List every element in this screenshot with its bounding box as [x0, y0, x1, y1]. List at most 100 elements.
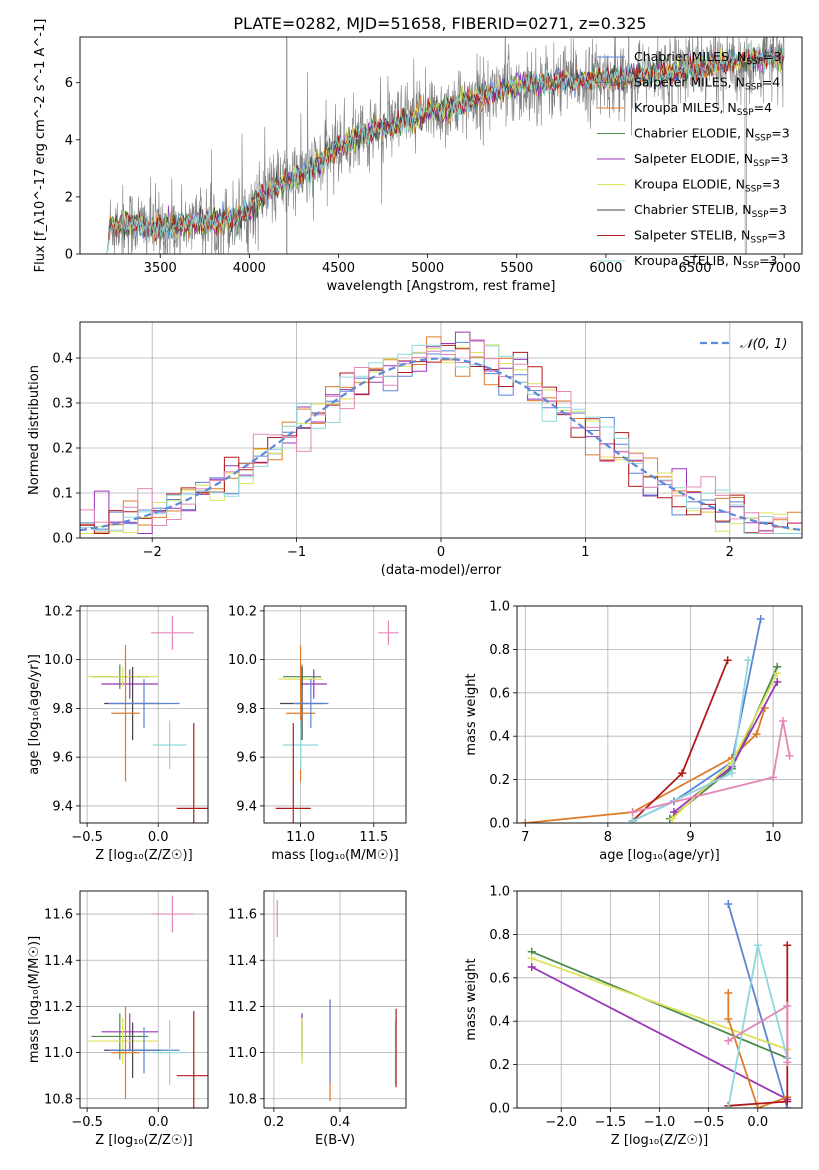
- weight-series-marker: [744, 656, 753, 665]
- plot-area: [87, 895, 208, 1108]
- y-tick-label: 0.3: [52, 397, 73, 412]
- y-tick-label: 0.0: [52, 532, 73, 547]
- x-tick-label: 0.2: [264, 1115, 285, 1130]
- plot-area: [80, 331, 802, 534]
- weight-series-marker: [527, 962, 536, 971]
- y-tick-label: 0.4: [489, 730, 510, 745]
- weight-series-marker: [628, 808, 637, 817]
- weight-series-marker: [783, 941, 792, 950]
- chart-mass-weight-vs-Z: −2.0 −1.5 −1.0 −0.5 0.0 0.0 0.2 0.4 0.6 0.8 1.0 Z […: [464, 885, 803, 1148]
- y-tick-label: 9.8: [236, 702, 257, 717]
- y-tick-label: 0.2: [489, 1058, 510, 1073]
- weight-series-marker: [724, 1104, 733, 1108]
- x-axis-label: wavelength [Angstrom, rest frame]: [327, 279, 556, 294]
- y-tick-label: 10.8: [228, 1092, 257, 1107]
- weight-series-line: [531, 950, 788, 1059]
- y-tick-label: 6: [65, 76, 73, 91]
- weight-series-marker: [724, 988, 733, 997]
- y-tick-label: 11.2: [228, 1000, 257, 1015]
- chart-mass-vs-Z: −0.5 0.0 10.8 11.0 11.2 11.4 11.6 Z [log₁₀(Z/Z☉…: [27, 890, 209, 1148]
- model-spectrum: [108, 49, 784, 242]
- weight-series-marker: [668, 814, 677, 823]
- y-tick-label: 11.6: [44, 908, 73, 923]
- y-tick-label: 4: [65, 133, 73, 148]
- weight-series-marker: [724, 1036, 733, 1045]
- weight-series-marker: [783, 1002, 792, 1011]
- y-tick-label: 11.6: [228, 908, 257, 923]
- y-tick-label: 0.0: [489, 817, 510, 832]
- x-tick-label: 2: [726, 545, 734, 560]
- y-tick-label: 1.0: [489, 885, 510, 900]
- weight-series-marker: [756, 615, 765, 624]
- weight-series-marker: [527, 954, 536, 963]
- y-tick-label: 0: [65, 248, 73, 263]
- weight-series-marker: [727, 769, 736, 778]
- weight-series-marker: [727, 758, 736, 767]
- weight-series-marker: [724, 1015, 733, 1024]
- legend-entry: Salpeter ELODIE, NSSP=3: [634, 151, 788, 169]
- x-tick-label: −1.0: [644, 1115, 676, 1130]
- legend-entry: Kroupa ELODIE, NSSP=3: [634, 177, 780, 195]
- chart-residuals: −2 −1 0 1 2 0.0 0.1 0.2 0.3 0.4 (data-model)/error…: [27, 321, 803, 578]
- plot-area: [275, 620, 399, 823]
- weight-series-marker: [678, 769, 687, 778]
- model-spectrum: [108, 44, 784, 252]
- x-tick-label: 9: [686, 830, 694, 845]
- plot-area: [87, 615, 208, 823]
- x-tick-label: 7000: [768, 261, 801, 276]
- y-tick-label: 10.2: [44, 604, 73, 619]
- chart-age-vs-Z: −0.5 0.0 9.4 9.6 9.8 10.0 10.2 Z [log₁₀(Z/Z☉)] a…: [27, 604, 209, 863]
- axes-frame: [79, 890, 209, 1109]
- y-axis-label: mass weight: [464, 958, 479, 1040]
- weight-series-marker: [753, 941, 762, 950]
- x-tick-label: 6500: [678, 261, 711, 276]
- chart-mass-vs-ebv: 0.2 0.4 10.8 11.0 11.2 11.4 11.6 E(B-V): [228, 890, 407, 1148]
- weight-series-line: [531, 966, 788, 1101]
- y-tick-label: 9.4: [52, 799, 73, 814]
- weight-series-marker: [724, 900, 733, 909]
- y-tick-label: 0.0: [489, 1102, 510, 1117]
- weight-series-line: [727, 903, 789, 1108]
- x-tick-label: 4000: [233, 261, 266, 276]
- x-axis-label: mass [log₁₀(M/M☉)]: [271, 848, 398, 863]
- x-tick-label: 11.0: [286, 830, 315, 845]
- x-tick-label: −0.5: [71, 1115, 103, 1130]
- x-axis-label: Z [log₁₀(Z/Z☉)]: [611, 1133, 708, 1148]
- x-tick-label: 11.5: [359, 830, 388, 845]
- y-tick-label: 0.2: [489, 773, 510, 788]
- weight-series-marker: [773, 677, 782, 686]
- y-tick-label: 0.1: [52, 487, 73, 502]
- axes-frame: [79, 605, 209, 824]
- y-tick-label: 10.0: [228, 653, 257, 668]
- legend-entry: Kroupa MILES, NSSP=4: [634, 100, 772, 118]
- y-tick-label: 0.2: [52, 442, 73, 457]
- legend-entry: Salpeter MILES, NSSP=4: [634, 75, 780, 93]
- weight-series-line: [632, 720, 791, 813]
- axes-frame: [79, 36, 803, 255]
- axes-frame: [516, 890, 803, 1109]
- y-axis-label: Flux [f_λ10^-17 erg cm^-2 s^-1 A^-1]: [33, 19, 48, 273]
- x-tick-label: 3500: [144, 261, 177, 276]
- x-axis-label: Z [log₁₀(Z/Z☉)]: [95, 1133, 192, 1148]
- y-tick-label: 10.2: [228, 604, 257, 619]
- weight-series-marker: [779, 717, 787, 726]
- y-tick-label: 9.6: [236, 751, 257, 766]
- residual-histogram: [80, 339, 802, 534]
- x-tick-label: −1.5: [595, 1115, 627, 1130]
- x-tick-label: 0: [437, 545, 445, 560]
- figure-title: PLATE=0282, MJD=51658, FIBERID=0271, z=0…: [233, 14, 646, 33]
- axes-frame: [516, 605, 803, 824]
- y-tick-label: 11.0: [44, 1046, 73, 1061]
- normal-curve: [80, 357, 802, 532]
- y-tick-label: 9.6: [52, 751, 73, 766]
- legend-entry: Salpeter STELIB, NSSP=3: [634, 228, 786, 246]
- y-axis-label: mass [log₁₀(M/M☉)]: [27, 936, 42, 1063]
- chart-age-vs-mass: 11.0 11.5 9.4 9.6 9.8 10.0 10.2 mass [log₁₀(M/M…: [228, 604, 407, 863]
- weight-series-marker: [669, 808, 678, 817]
- x-tick-label: 1: [581, 545, 589, 560]
- y-axis-label: Normed distribution: [27, 365, 42, 495]
- x-tick-label: 0.4: [330, 1115, 351, 1130]
- weight-series-marker: [785, 751, 794, 760]
- axes-frame: [263, 605, 407, 824]
